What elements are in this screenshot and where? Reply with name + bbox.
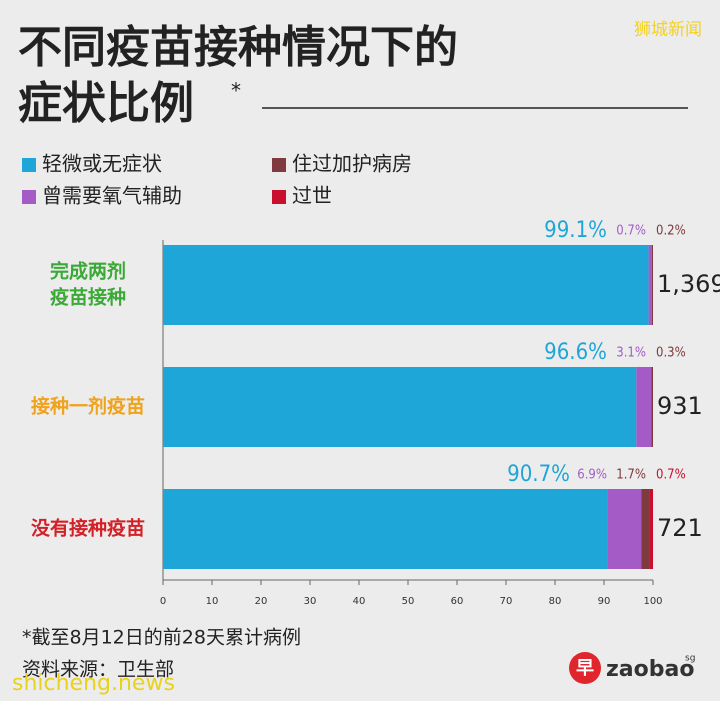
total-label: 931: [657, 392, 703, 420]
logo-text: zaobao: [606, 657, 694, 682]
value-label: 3.1%: [616, 346, 646, 361]
x-tick-label: 50: [402, 596, 415, 607]
bar-segment: [652, 245, 653, 325]
value-label: 90.7%: [507, 462, 570, 487]
category-label: 完成两剂: [50, 260, 126, 283]
x-tick-label: 0: [160, 596, 166, 607]
x-tick-label: 20: [255, 596, 268, 607]
x-tick-label: 70: [500, 596, 513, 607]
x-tick-label: 30: [304, 596, 317, 607]
bar-segment: [651, 367, 653, 447]
bar-segment: [163, 367, 637, 447]
value-label: 1.7%: [616, 468, 646, 483]
value-label: 96.6%: [544, 340, 607, 365]
bar-segment: [163, 489, 608, 569]
bar-segment: [641, 489, 650, 569]
x-tick-label: 40: [353, 596, 366, 607]
value-label: 0.7%: [616, 224, 646, 239]
legend-label: 轻微或无症状: [42, 152, 162, 176]
watermark: 狮城新闻: [634, 20, 702, 40]
x-tick-label: 60: [451, 596, 464, 607]
x-tick-label: 80: [549, 596, 562, 607]
total-label: 721: [657, 514, 703, 542]
chart-title: 症状比例: [18, 78, 194, 129]
source: 资料来源：卫生部: [22, 659, 174, 681]
value-label: 6.9%: [577, 468, 607, 483]
footnote: *截至8月12日的前28天累计病例: [22, 627, 301, 649]
bar-segment: [648, 245, 653, 325]
title-marker: *: [231, 79, 241, 103]
bar-segment: [163, 245, 649, 325]
bar-segment: [636, 367, 652, 447]
category-label: 疫苗接种: [50, 286, 126, 309]
logo-sup: sg: [685, 654, 695, 664]
bar-segment: [607, 489, 642, 569]
legend-swatch: [22, 190, 36, 204]
value-label: 0.3%: [656, 346, 686, 361]
x-tick-label: 90: [598, 596, 611, 607]
legend-swatch: [22, 158, 36, 172]
category-label: 接种一剂疫苗: [31, 395, 145, 418]
total-label: 1,369: [657, 270, 720, 298]
watermark: shicheng.news: [12, 671, 175, 696]
x-tick-label: 10: [206, 596, 219, 607]
bar-segment: [649, 489, 653, 569]
logo-icon: [569, 652, 601, 684]
legend-label: 住过加护病房: [292, 152, 412, 176]
legend-label: 过世: [292, 184, 332, 208]
chart-title: 不同疫苗接种情况下的: [18, 22, 458, 73]
legend-swatch: [272, 190, 286, 204]
category-label: 没有接种疫苗: [31, 517, 145, 540]
x-tick-label: 100: [643, 596, 662, 607]
logo-char: 早: [576, 658, 594, 679]
legend-label: 曾需要氧气辅助: [42, 184, 182, 208]
legend-swatch: [272, 158, 286, 172]
value-label: 0.2%: [656, 224, 686, 239]
value-label: 0.7%: [656, 468, 686, 483]
value-label: 99.1%: [544, 218, 607, 243]
